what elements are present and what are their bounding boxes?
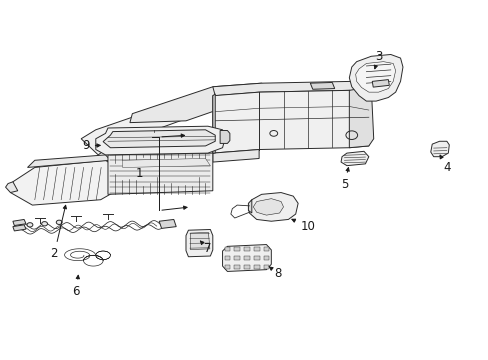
Text: 1: 1 (136, 167, 143, 180)
Polygon shape (103, 130, 215, 148)
Polygon shape (27, 155, 110, 167)
Polygon shape (263, 247, 269, 251)
Text: 5: 5 (340, 168, 348, 191)
Polygon shape (81, 85, 273, 155)
Polygon shape (108, 153, 212, 194)
Polygon shape (340, 151, 368, 166)
Circle shape (56, 220, 62, 225)
Polygon shape (263, 256, 269, 260)
Polygon shape (115, 175, 130, 184)
Polygon shape (253, 247, 259, 251)
Polygon shape (220, 131, 229, 143)
Text: 2: 2 (50, 205, 66, 260)
Polygon shape (96, 126, 224, 155)
Polygon shape (224, 247, 230, 251)
Polygon shape (234, 265, 240, 269)
Text: 9: 9 (82, 139, 100, 152)
Text: 8: 8 (268, 266, 281, 280)
Circle shape (41, 222, 47, 226)
Text: 10: 10 (291, 219, 315, 233)
Polygon shape (159, 220, 176, 228)
Polygon shape (212, 90, 368, 153)
Polygon shape (244, 247, 249, 251)
Polygon shape (224, 256, 230, 260)
Text: 6: 6 (72, 275, 80, 298)
Polygon shape (244, 265, 249, 269)
Polygon shape (130, 83, 273, 123)
Polygon shape (248, 200, 251, 213)
Polygon shape (212, 94, 215, 153)
Polygon shape (122, 158, 210, 167)
Circle shape (27, 223, 33, 227)
Text: 4: 4 (439, 155, 449, 174)
Polygon shape (371, 80, 388, 87)
Polygon shape (253, 256, 259, 260)
Polygon shape (348, 54, 402, 101)
Polygon shape (224, 265, 230, 269)
Polygon shape (13, 220, 26, 226)
Polygon shape (13, 225, 26, 231)
Polygon shape (253, 265, 259, 269)
Polygon shape (185, 229, 212, 257)
Polygon shape (190, 232, 209, 249)
Polygon shape (348, 87, 373, 148)
Polygon shape (234, 247, 240, 251)
Text: 3: 3 (373, 50, 382, 69)
Polygon shape (253, 199, 283, 215)
Polygon shape (244, 256, 249, 260)
Polygon shape (234, 256, 240, 260)
Polygon shape (212, 149, 259, 162)
Polygon shape (263, 265, 269, 269)
Polygon shape (212, 81, 370, 96)
Polygon shape (310, 82, 334, 89)
Text: 7: 7 (200, 241, 211, 255)
Polygon shape (5, 182, 18, 193)
Polygon shape (430, 141, 448, 157)
Polygon shape (355, 62, 395, 92)
Polygon shape (10, 160, 127, 205)
Polygon shape (248, 193, 298, 221)
Polygon shape (222, 244, 271, 271)
